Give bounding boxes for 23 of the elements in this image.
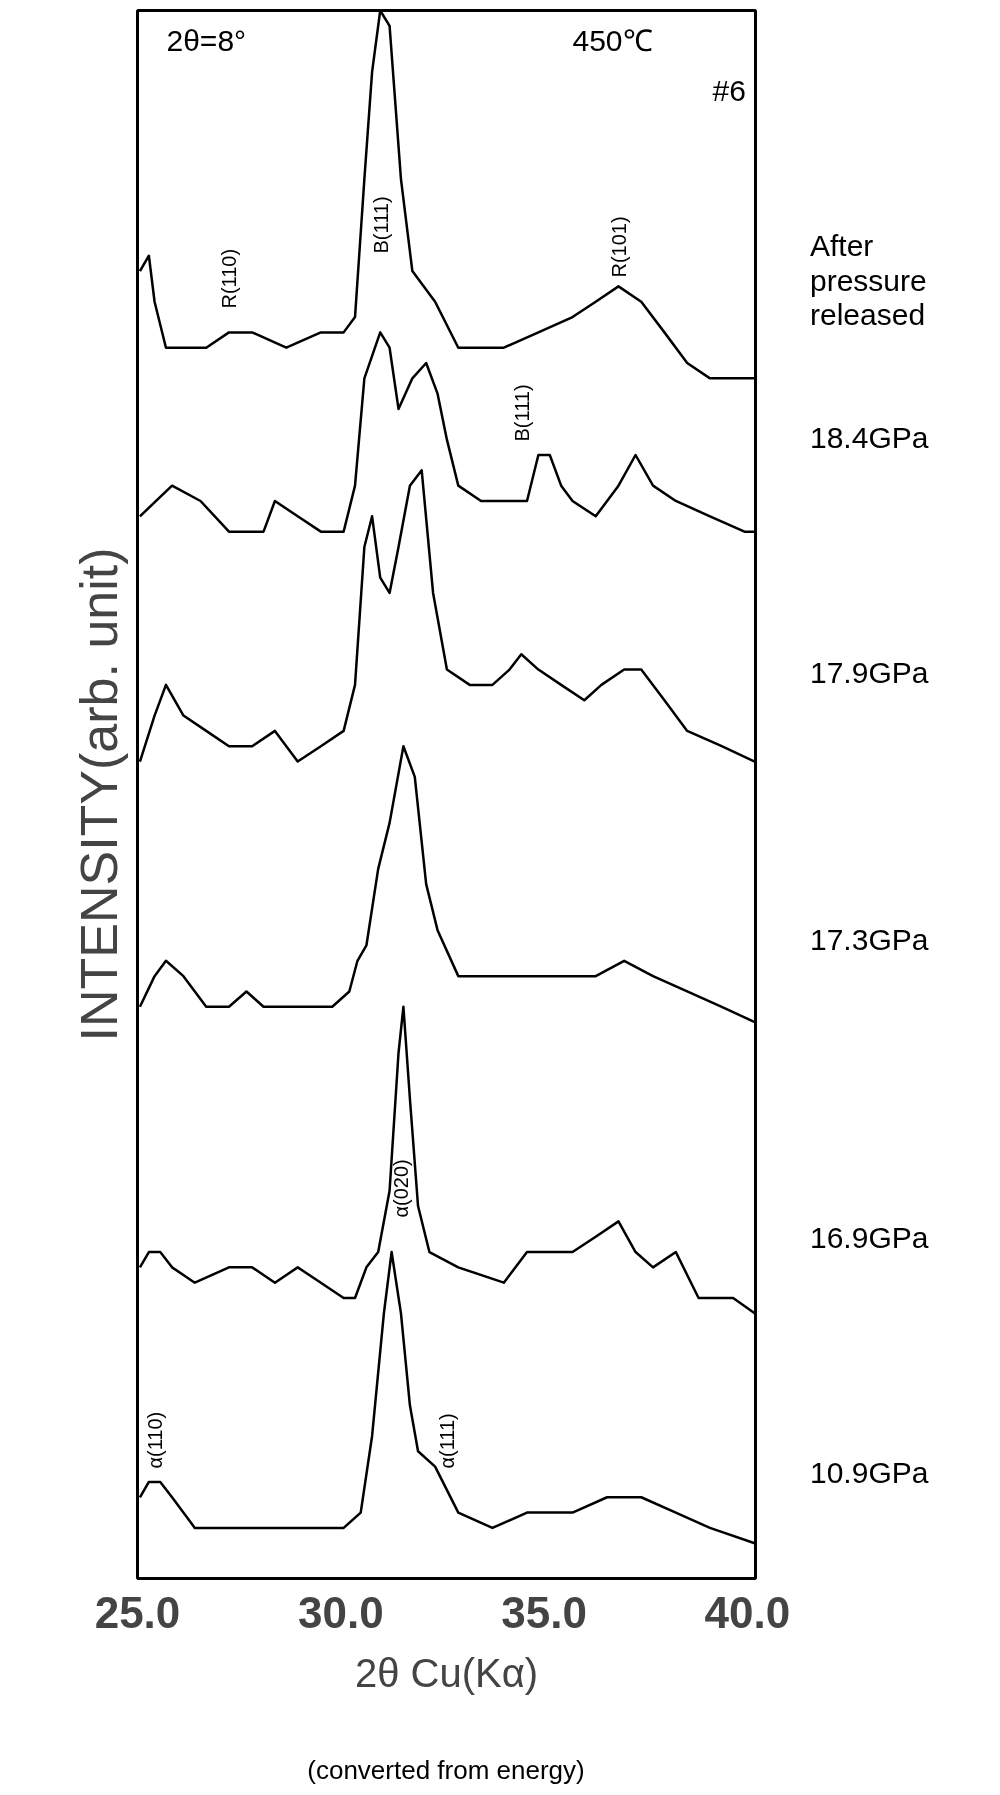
annotation: α(110) [143,1411,166,1469]
x-tick-label: 40.0 [704,1587,791,1637]
text: 10.9GPa [810,1455,929,1491]
x-tick-label: 35.0 [501,1587,587,1637]
text: 17.9GPa [810,655,929,691]
text: 16.9GPa [810,1220,929,1256]
text: (converted from energy) [306,1755,586,1786]
x-axis-title: 2θ Cu(Kα) [354,1650,539,1695]
text: 17.3GPa [810,922,929,958]
x-tick-label: 25.0 [94,1587,181,1637]
x-tick-label: 30.0 [297,1587,384,1637]
annotation: R(110) [217,248,240,309]
annotation: α(020) [389,1159,412,1218]
annotation: B(111) [369,196,392,254]
text: After pressure released [810,229,927,333]
annotation: R(101) [607,216,630,278]
annotation: α(111) [435,1413,458,1469]
annotation: 2θ=8° [166,24,247,57]
annotation: #6 [712,74,746,107]
annotation: 450℃ [572,24,653,57]
y-axis-title: INTENSITY(arb. unit) [69,547,128,1042]
annotation: B(111) [510,384,533,442]
text: 18.4GPa [810,420,929,456]
